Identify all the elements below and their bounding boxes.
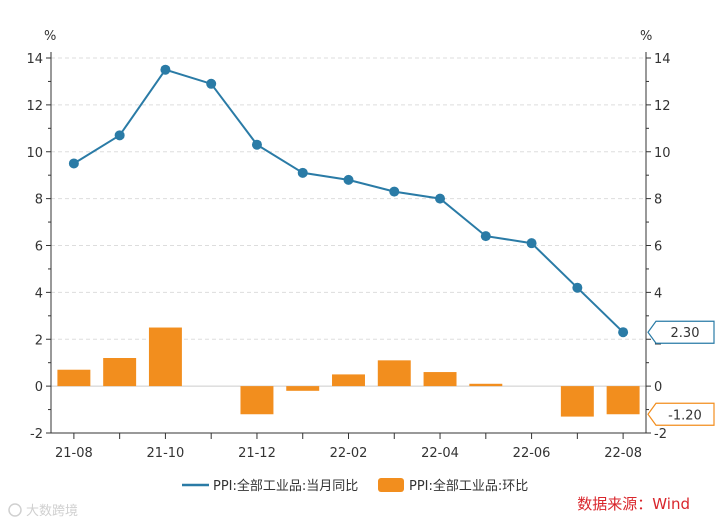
y-right-tick-label: 12 — [654, 99, 671, 114]
y-right-tick-label: 4 — [654, 286, 662, 301]
bar — [148, 327, 182, 387]
axes: -2-2002244668810101212141421-0821-1021-1… — [26, 52, 671, 461]
y-axis-left-unit: % — [44, 29, 56, 44]
y-axis-right-unit: % — [640, 29, 652, 44]
line-point — [526, 238, 537, 249]
x-tick-label: 21-12 — [238, 446, 276, 461]
callout-box — [647, 320, 715, 344]
bar — [332, 374, 365, 387]
callout-label: -1.20 — [668, 408, 702, 423]
bar — [606, 386, 640, 415]
x-tick-label: 22-08 — [604, 446, 642, 461]
y-right-tick-label: 0 — [654, 380, 662, 395]
y-left-tick-label: 0 — [35, 380, 43, 395]
x-tick-label: 22-04 — [421, 446, 459, 461]
line-point — [251, 139, 262, 150]
line-point — [572, 282, 583, 293]
y-left-tick-label: 8 — [35, 193, 43, 208]
line-point — [480, 231, 491, 242]
watermark-text: 大数跨境 — [26, 504, 78, 519]
line-point — [114, 130, 125, 141]
y-left-tick-label: 12 — [26, 99, 43, 114]
watermark-logo-icon — [8, 503, 22, 517]
value-callouts: 2.30 -1.20 — [647, 320, 715, 426]
y-left-tick-label: 14 — [26, 52, 43, 67]
line-point — [618, 327, 629, 338]
bar — [423, 372, 457, 387]
y-left-tick-label: 10 — [26, 146, 43, 161]
source-note: 数据来源：Wind — [577, 495, 690, 513]
bar — [560, 386, 594, 417]
line-point — [160, 64, 171, 75]
y-right-tick-label: 10 — [654, 146, 671, 161]
legend-label-line: PPI:全部工业品:当月同比 — [213, 478, 358, 494]
y-left-tick-label: 2 — [35, 333, 43, 348]
bar — [103, 358, 137, 387]
y-left-tick-label: 4 — [35, 286, 43, 301]
bar — [469, 383, 503, 387]
bar — [240, 386, 274, 415]
bar — [57, 369, 91, 387]
bar — [377, 360, 411, 387]
y-left-tick-label: -2 — [30, 427, 43, 442]
line-point — [389, 186, 400, 197]
line-point — [68, 158, 79, 169]
line-point — [343, 174, 354, 185]
x-tick-label: 22-06 — [513, 446, 551, 461]
callout-box — [647, 402, 715, 426]
watermark: 大数跨境 — [8, 503, 78, 519]
y-left-tick-label: 6 — [35, 240, 43, 255]
x-tick-label: 21-08 — [55, 446, 93, 461]
legend-label-bar: PPI:全部工业品:环比 — [409, 478, 528, 494]
line-series — [68, 64, 629, 338]
legend: PPI:全部工业品:当月同比 PPI:全部工业品:环比 — [182, 478, 528, 494]
x-tick-label: 21-10 — [147, 446, 185, 461]
callout-label: 2.30 — [671, 326, 700, 341]
legend-bar-swatch — [378, 478, 404, 492]
line-point — [435, 193, 446, 204]
y-right-tick-label: -2 — [654, 427, 667, 442]
x-tick-label: 22-02 — [330, 446, 368, 461]
y-right-tick-label: 8 — [654, 193, 662, 208]
y-right-tick-label: 6 — [654, 240, 662, 255]
y-right-tick-label: 14 — [654, 52, 671, 67]
line-point — [206, 78, 217, 89]
bar-series — [57, 327, 640, 417]
bar — [286, 386, 320, 391]
line-point — [297, 167, 308, 178]
